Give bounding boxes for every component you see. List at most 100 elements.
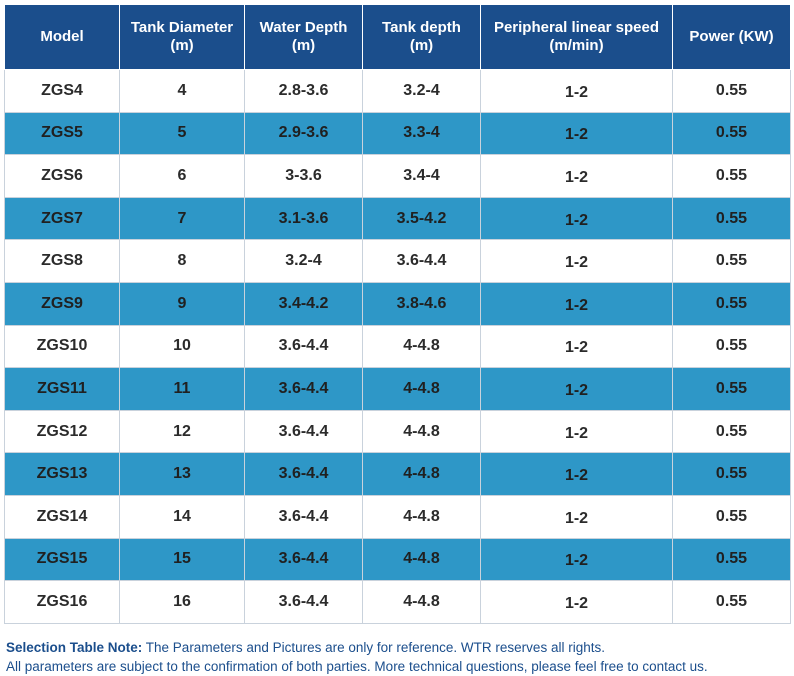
tank-depth-cell: 3.4-4 <box>362 154 481 198</box>
note-line-2: All parameters are subject to the confir… <box>6 659 708 674</box>
note-label: Selection Table Note: <box>6 640 143 655</box>
header-water-depth-line: Water Depth <box>259 19 348 36</box>
tank-diameter-cell: 6 <box>119 154 245 198</box>
header-tank-diameter-line: Tank Diameter <box>130 19 234 36</box>
tank-depth-cell: 3.3-4 <box>362 111 481 156</box>
table-row: ZGS13 13 3.6-4.4 4-4.8 1-2 0.55 <box>4 452 791 496</box>
tank-diameter-cell: 11 <box>119 367 245 411</box>
tank-depth-cell: 4-4.8 <box>362 452 481 496</box>
power-cell: 0.55 <box>672 580 791 624</box>
speed-cell: 1-2 <box>480 537 673 582</box>
tank-diameter-cell: 10 <box>119 324 245 369</box>
tank-diameter-cell: 16 <box>119 580 245 624</box>
speed-cell: 1-2 <box>480 281 673 326</box>
power-cell: 0.55 <box>672 69 791 113</box>
power-cell: 0.55 <box>672 367 791 411</box>
power-cell: 0.55 <box>672 324 791 369</box>
speed-cell: 1-2 <box>480 409 673 454</box>
water-depth-cell: 2.8-3.6 <box>244 69 363 113</box>
tank-depth-cell: 4-4.8 <box>362 367 481 411</box>
table-body: ZGS4 4 2.8-3.6 3.2-4 1-2 0.55 ZGS5 5 2.9-3.6 3.3-… <box>4 69 791 624</box>
model-cell: ZGS6 <box>4 154 120 198</box>
header-tank-diameter-line: (m) <box>170 37 194 54</box>
power-cell: 0.55 <box>672 239 791 283</box>
model-cell: ZGS11 <box>4 367 120 411</box>
header-model: Model <box>4 4 120 70</box>
water-depth-cell: 3.6-4.4 <box>244 580 363 624</box>
model-cell: ZGS14 <box>4 494 120 539</box>
speed-value: 1-2 <box>564 126 589 144</box>
speed-value: 1-2 <box>564 594 589 612</box>
model-cell: ZGS12 <box>4 409 120 454</box>
table-row: ZGS8 8 3.2-4 3.6-4.4 1-2 0.55 <box>4 239 791 283</box>
tank-diameter-cell: 8 <box>119 239 245 283</box>
note-text-1: The Parameters and Pictures are only for… <box>142 640 605 655</box>
speed-cell: 1-2 <box>480 452 673 496</box>
tank-diameter-cell: 12 <box>119 409 245 454</box>
water-depth-cell: 3.1-3.6 <box>244 196 363 241</box>
header-water-depth-line: (m) <box>291 37 316 54</box>
tank-depth-cell: 4-4.8 <box>362 537 481 582</box>
tank-depth-cell: 3.8-4.6 <box>362 281 481 326</box>
speed-value: 1-2 <box>564 339 589 357</box>
selection-table-note: Selection Table Note: The Parameters and… <box>6 638 790 676</box>
note-line-1: Selection Table Note: The Parameters and… <box>6 638 790 657</box>
speed-value: 1-2 <box>564 509 589 527</box>
table-row: ZGS12 12 3.6-4.4 4-4.8 1-2 0.55 <box>4 409 791 454</box>
tank-depth-cell: 4-4.8 <box>362 580 481 624</box>
table-row: ZGS7 7 3.1-3.6 3.5-4.2 1-2 0.55 <box>4 196 791 241</box>
model-cell: ZGS16 <box>4 580 120 624</box>
model-cell: ZGS4 <box>4 69 120 113</box>
speed-cell: 1-2 <box>480 69 673 113</box>
tank-diameter-cell: 7 <box>119 196 245 241</box>
water-depth-cell: 3-3.6 <box>244 154 363 198</box>
water-depth-cell: 3.2-4 <box>244 239 363 283</box>
table-row: ZGS16 16 3.6-4.4 4-4.8 1-2 0.55 <box>4 580 791 624</box>
speed-cell: 1-2 <box>480 580 673 624</box>
selection-table: Model Tank Diameter (m) Water Depth (m) Tank … <box>4 4 791 624</box>
header-row: Model Tank Diameter (m) Water Depth (m) Tank … <box>4 4 791 70</box>
model-cell: ZGS9 <box>4 281 120 326</box>
tank-diameter-cell: 9 <box>119 281 245 326</box>
water-depth-cell: 3.6-4.4 <box>244 537 363 582</box>
tank-depth-cell: 4-4.8 <box>362 494 481 539</box>
speed-value: 1-2 <box>564 296 589 314</box>
header-power-line: Power (KW) <box>689 28 774 45</box>
water-depth-cell: 3.6-4.4 <box>244 452 363 496</box>
power-cell: 0.55 <box>672 154 791 198</box>
table-row: ZGS15 15 3.6-4.4 4-4.8 1-2 0.55 <box>4 537 791 582</box>
speed-cell: 1-2 <box>480 111 673 156</box>
water-depth-cell: 3.6-4.4 <box>244 324 363 369</box>
header-tank-depth-line: Tank depth <box>382 19 461 36</box>
header-peripheral-linear-speed-line: Peripheral linear speed <box>493 19 660 36</box>
speed-cell: 1-2 <box>480 196 673 241</box>
power-cell: 0.55 <box>672 537 791 582</box>
header-water-depth: Water Depth (m) <box>244 4 363 70</box>
speed-cell: 1-2 <box>480 239 673 283</box>
speed-cell: 1-2 <box>480 367 673 411</box>
water-depth-cell: 3.6-4.4 <box>244 494 363 539</box>
model-cell: ZGS13 <box>4 452 120 496</box>
header-power: Power (KW) <box>672 4 791 70</box>
tank-diameter-cell: 15 <box>119 537 245 582</box>
power-cell: 0.55 <box>672 111 791 156</box>
speed-value: 1-2 <box>564 381 589 399</box>
water-depth-cell: 2.9-3.6 <box>244 111 363 156</box>
header-tank-diameter: Tank Diameter (m) <box>119 4 245 70</box>
power-cell: 0.55 <box>672 281 791 326</box>
speed-value: 1-2 <box>564 467 589 485</box>
speed-value: 1-2 <box>564 552 589 570</box>
speed-value: 1-2 <box>564 254 589 272</box>
tank-diameter-cell: 14 <box>119 494 245 539</box>
tank-depth-cell: 4-4.8 <box>362 409 481 454</box>
table-row: ZGS9 9 3.4-4.2 3.8-4.6 1-2 0.55 <box>4 281 791 326</box>
tank-diameter-cell: 13 <box>119 452 245 496</box>
speed-value: 1-2 <box>564 168 589 186</box>
speed-value: 1-2 <box>564 83 589 101</box>
header-model-line: Model <box>40 28 84 45</box>
tank-diameter-cell: 5 <box>119 111 245 156</box>
water-depth-cell: 3.4-4.2 <box>244 281 363 326</box>
tank-depth-cell: 3.5-4.2 <box>362 196 481 241</box>
speed-cell: 1-2 <box>480 494 673 539</box>
